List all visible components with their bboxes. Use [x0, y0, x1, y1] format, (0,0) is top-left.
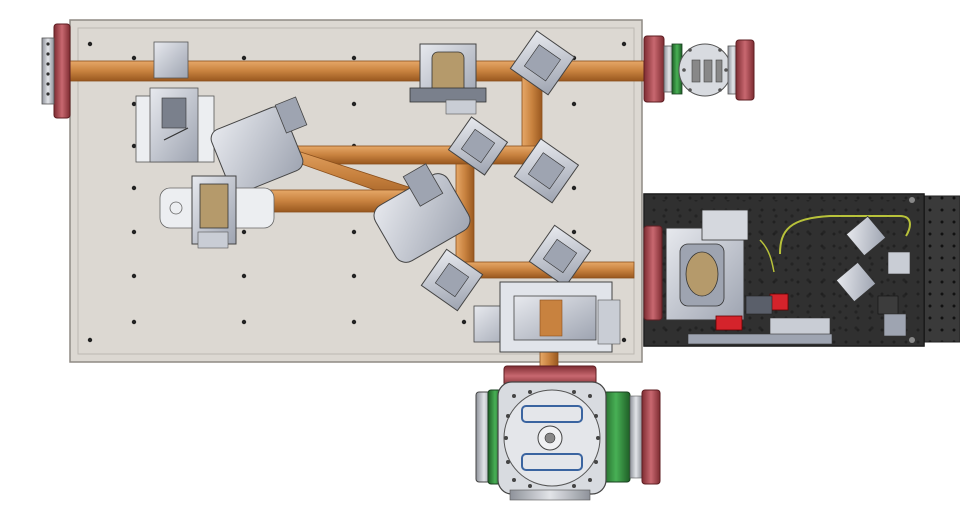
vacuum-chamber-icon	[475, 365, 661, 501]
rotation-mount-upper-left	[210, 96, 308, 194]
kinematic-mirror-center	[447, 116, 509, 176]
right-top-flange-assembly	[643, 35, 755, 103]
rotation-mount-center	[373, 163, 471, 263]
xyz-stage-bottom	[473, 281, 621, 353]
lens-holder-left	[159, 175, 275, 249]
translation-stage-left	[135, 41, 215, 163]
mirror-mount-top-center	[409, 43, 487, 115]
kinematic-mirror-top-right	[509, 30, 576, 96]
kinematic-mirror-lower-left	[420, 248, 484, 312]
right-optical-table	[643, 193, 960, 347]
left-vacuum-flange	[41, 23, 71, 119]
gate-valve-icon	[678, 43, 732, 97]
kinematic-mirror-mid-right	[513, 138, 580, 204]
kinematic-mirror-lower-right	[528, 224, 592, 288]
